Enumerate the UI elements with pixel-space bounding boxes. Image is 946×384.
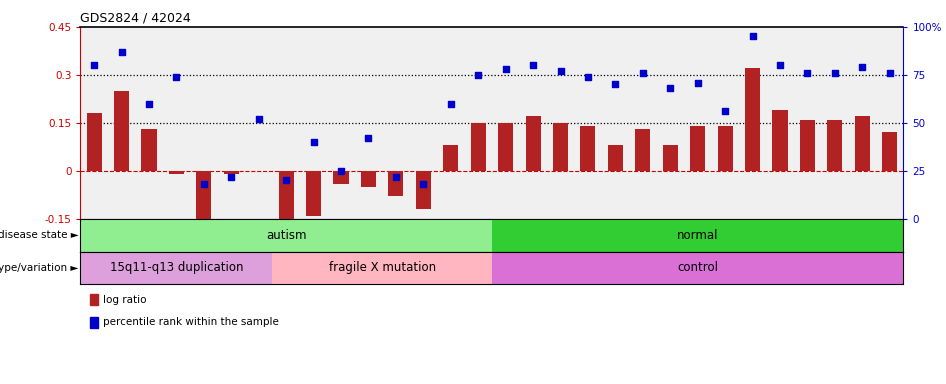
Bar: [389, 171, 403, 197]
Point: [251, 116, 267, 122]
Text: autism: autism: [266, 229, 307, 242]
Point: [772, 62, 787, 68]
Point: [607, 81, 622, 88]
Bar: [581, 126, 595, 171]
Point: [223, 174, 238, 180]
Bar: [745, 68, 760, 171]
Point: [415, 181, 430, 187]
Bar: [800, 120, 815, 171]
Bar: [80, 252, 272, 284]
Point: [827, 70, 842, 76]
Bar: [416, 171, 430, 209]
Text: disease state ►: disease state ►: [0, 230, 79, 240]
Point: [388, 174, 403, 180]
Point: [168, 74, 184, 80]
Point: [360, 135, 376, 141]
Bar: [197, 171, 211, 235]
Bar: [87, 113, 101, 171]
Bar: [773, 110, 787, 171]
Bar: [361, 171, 376, 187]
Point: [196, 181, 211, 187]
Text: 15q11-q13 duplication: 15q11-q13 duplication: [110, 262, 243, 274]
Bar: [169, 171, 184, 174]
Point: [498, 66, 513, 72]
Point: [854, 64, 869, 70]
Bar: [279, 171, 293, 235]
Bar: [883, 132, 897, 171]
Bar: [499, 123, 513, 171]
Bar: [90, 295, 98, 306]
Text: GDS2824 / 42024: GDS2824 / 42024: [80, 11, 191, 24]
Text: genotype/variation ►: genotype/variation ►: [0, 263, 79, 273]
Point: [525, 62, 540, 68]
Point: [580, 74, 595, 80]
Bar: [636, 129, 650, 171]
Point: [278, 177, 293, 184]
Text: fragile X mutation: fragile X mutation: [328, 262, 436, 274]
Point: [745, 33, 760, 40]
Point: [690, 79, 705, 86]
Text: normal: normal: [677, 229, 718, 242]
Point: [114, 49, 129, 55]
Point: [443, 101, 458, 107]
Text: control: control: [677, 262, 718, 274]
Point: [86, 62, 101, 68]
Bar: [608, 145, 622, 171]
Bar: [90, 317, 98, 328]
Bar: [718, 126, 732, 171]
Point: [717, 108, 732, 114]
Bar: [272, 252, 492, 284]
Point: [470, 72, 486, 78]
Bar: [80, 219, 492, 252]
Point: [662, 85, 677, 91]
Bar: [471, 123, 485, 171]
Bar: [224, 171, 238, 174]
Bar: [492, 252, 903, 284]
Bar: [663, 145, 677, 171]
Bar: [444, 145, 458, 171]
Bar: [855, 116, 869, 171]
Point: [635, 70, 650, 76]
Bar: [526, 116, 540, 171]
Bar: [691, 126, 705, 171]
Text: percentile rank within the sample: percentile rank within the sample: [103, 318, 279, 328]
Bar: [553, 123, 568, 171]
Bar: [114, 91, 129, 171]
Point: [306, 139, 321, 145]
Point: [333, 168, 348, 174]
Text: log ratio: log ratio: [103, 295, 147, 305]
Bar: [142, 129, 156, 171]
Bar: [307, 171, 321, 216]
Point: [882, 70, 897, 76]
Bar: [828, 120, 842, 171]
Bar: [492, 219, 903, 252]
Point: [552, 68, 568, 74]
Point: [141, 101, 156, 107]
Bar: [334, 171, 348, 184]
Point: [799, 70, 815, 76]
